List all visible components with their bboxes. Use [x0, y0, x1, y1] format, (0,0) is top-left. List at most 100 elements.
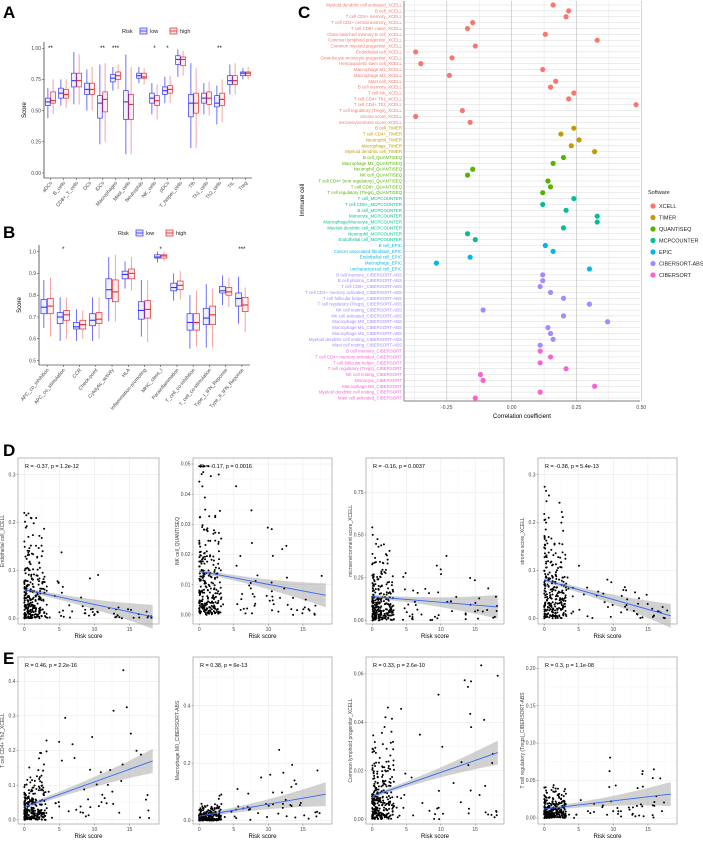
y-tick-label: 0.0: [529, 616, 536, 622]
data-point: [652, 768, 655, 771]
data-point: [209, 601, 212, 604]
box-low: [170, 273, 177, 301]
data-point: [609, 615, 612, 618]
iqr-box: [56, 312, 64, 324]
data-point: [214, 813, 217, 816]
data-point: [381, 784, 384, 787]
data-point: [45, 603, 48, 606]
data-point: [586, 615, 589, 618]
data-point: [44, 803, 47, 806]
data-point: [218, 567, 221, 570]
data-point: [372, 617, 375, 620]
data-point: [298, 804, 301, 807]
data-point: [389, 768, 392, 771]
data-point: [554, 601, 557, 604]
x-tick-label: 0: [543, 627, 546, 633]
correlation-annotation: R = -0.17, p = 0.0016: [200, 464, 252, 470]
data-point: [23, 540, 26, 543]
data-point: [636, 613, 639, 616]
data-point: [546, 802, 549, 805]
box-high: [79, 310, 87, 339]
data-point: [402, 806, 405, 809]
data-point: [544, 584, 547, 587]
data-point: [563, 808, 566, 811]
data-point: [557, 795, 560, 798]
data-point: [376, 770, 379, 773]
data-point: [33, 792, 36, 795]
data-point: [377, 788, 380, 791]
data-point: [41, 571, 44, 574]
data-point: [380, 572, 383, 575]
data-point: [543, 583, 546, 586]
data-point: [467, 812, 470, 815]
data-point: [467, 807, 470, 810]
confidence-band: [544, 577, 671, 628]
correlation-annotation: R = 0.38, p = 6e-13: [200, 663, 247, 669]
data-point: [550, 610, 553, 613]
box-high: [50, 79, 56, 115]
data-point: [27, 795, 30, 798]
data-point: [374, 556, 377, 559]
data-point: [383, 612, 386, 615]
data-point: [413, 600, 416, 603]
data-point: [554, 611, 557, 614]
data-point: [29, 544, 32, 547]
data-point: [28, 800, 31, 803]
x-tick-label: HLA: [121, 367, 132, 379]
data-point: [395, 806, 398, 809]
data-point: [34, 613, 37, 616]
iqr-box: [219, 286, 226, 294]
data-point: [217, 818, 220, 821]
data-point: [545, 789, 548, 792]
data-point: [478, 793, 481, 796]
data-point: [28, 766, 31, 769]
data-point: [385, 583, 388, 586]
data-point: [138, 616, 141, 619]
data-point: [381, 770, 384, 773]
data-point: [441, 745, 444, 748]
data-point: [435, 564, 438, 567]
data-point: [377, 545, 380, 548]
data-point: [372, 593, 375, 596]
data-point: [544, 602, 547, 605]
data-point: [60, 551, 63, 554]
data-point: [474, 610, 477, 613]
y-axis-label: NK cell_QUANTISEQ: [175, 517, 181, 565]
panel-border: [192, 457, 333, 625]
data-point: [272, 603, 275, 606]
data-point: [79, 805, 82, 808]
immune-cell-label: Neutrophil_TIMER: [366, 137, 402, 142]
data-point: [390, 791, 393, 794]
iqr-box: [95, 312, 103, 324]
x-axis-label: Risk score: [593, 634, 622, 640]
data-point: [45, 807, 48, 810]
y-tick-label: 0.75: [354, 490, 364, 496]
data-point: [631, 806, 634, 809]
data-point: [371, 751, 374, 754]
data-point: [23, 801, 26, 804]
data-point: [551, 613, 554, 616]
data-point: [202, 528, 205, 531]
data-point: [557, 808, 560, 811]
data-point: [216, 608, 219, 611]
data-point: [372, 770, 375, 773]
legend-dot: [650, 226, 656, 232]
data-point: [543, 592, 546, 595]
box-high: [193, 290, 200, 347]
data-point: [373, 789, 376, 792]
data-point: [267, 804, 270, 807]
data-point: [210, 608, 213, 611]
data-point: [378, 807, 381, 810]
panel-label: C: [298, 3, 310, 22]
data-point: [382, 543, 385, 546]
regression-line: [544, 793, 671, 810]
immune-cell-label: Myeloid dendritic cell_TIMER: [345, 149, 402, 154]
data-point: [565, 582, 568, 585]
data-point: [26, 811, 29, 814]
data-point: [635, 804, 638, 807]
x-tick-label: 0.00: [507, 405, 517, 411]
x-tick-label: Treg: [238, 180, 249, 192]
data-point: [559, 556, 562, 559]
data-point: [220, 596, 223, 599]
immune-cell-label: Macrophage/Monocyte_MCPCOUNTER: [323, 220, 402, 225]
